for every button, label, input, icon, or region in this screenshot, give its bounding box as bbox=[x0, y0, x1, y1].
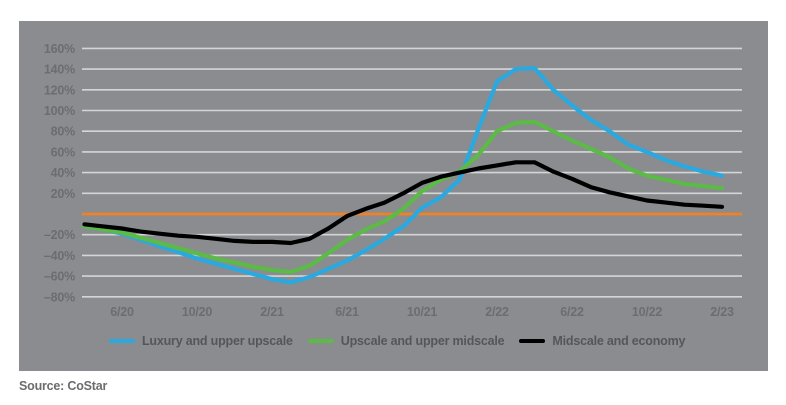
series-line-2 bbox=[82, 160, 725, 246]
y-axis-tick-label: 120% bbox=[44, 83, 75, 97]
x-axis-tick-label: 2/21 bbox=[260, 305, 284, 319]
x-axis-tick-label: 10/21 bbox=[407, 305, 438, 319]
line-chart: 160% 140% 120% 100% 80% 60% 40% 20% –20% –40% –60%… bbox=[44, 42, 742, 319]
source-note: Source: CoStar bbox=[19, 379, 108, 393]
x-axis-tick-label: 2/22 bbox=[485, 305, 509, 319]
legend-label: Upscale and upper midscale bbox=[340, 334, 505, 348]
y-axis-tick-label: –60% bbox=[44, 270, 75, 284]
legend-swatch-icon bbox=[109, 339, 135, 343]
x-axis-tick-label: 10/20 bbox=[182, 305, 213, 319]
legend-swatch-icon bbox=[519, 339, 546, 343]
legend-label: Luxury and upper upscale bbox=[142, 334, 293, 348]
x-axis-tick-label: 10/22 bbox=[632, 305, 663, 319]
y-axis-tick-label: 140% bbox=[44, 63, 75, 77]
y-axis-tick-label: –40% bbox=[44, 249, 75, 263]
x-axis-tick-label: 6/21 bbox=[335, 305, 359, 319]
x-axis-tick-label: 6/22 bbox=[560, 305, 584, 319]
y-axis-tick-label: –80% bbox=[44, 290, 75, 304]
legend-item: Luxury and upper upscale bbox=[109, 334, 293, 348]
legend-swatch-icon bbox=[307, 339, 334, 343]
chart-legend: Luxury and upper upscale Upscale and uppe… bbox=[109, 334, 685, 348]
series-line-1 bbox=[82, 119, 725, 275]
y-axis-tick-label: 80% bbox=[51, 125, 76, 139]
y-axis-tick-label: 100% bbox=[44, 104, 75, 118]
y-axis-tick-label: –20% bbox=[44, 228, 75, 242]
y-axis-tick-label: 60% bbox=[51, 145, 76, 159]
legend-item: Midscale and economy bbox=[519, 334, 685, 348]
series-line-0 bbox=[82, 66, 725, 285]
y-axis-tick-label: 160% bbox=[44, 42, 75, 56]
y-axis-tick-label: 40% bbox=[51, 166, 76, 180]
x-axis-tick-label: 6/20 bbox=[110, 305, 134, 319]
y-axis-tick-label: 20% bbox=[51, 187, 76, 201]
legend-item: Upscale and upper midscale bbox=[307, 334, 505, 348]
chart-panel: 160% 140% 120% 100% 80% 60% 40% 20% –20% –40% –60%… bbox=[19, 21, 768, 371]
x-axis-tick-label: 2/23 bbox=[710, 305, 734, 319]
legend-label: Midscale and economy bbox=[552, 334, 686, 348]
